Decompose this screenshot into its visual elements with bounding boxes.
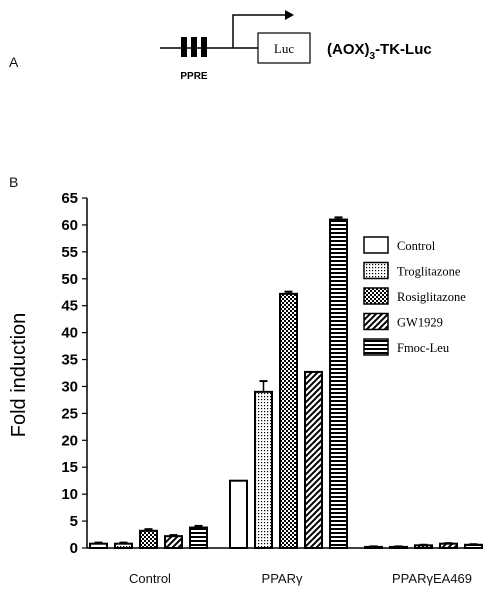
chart-axes: 0 5 10 15 20 25 30 35 40 45 50 55 60 65 [61,190,480,557]
category-labels: Control PPARγ PPARγEA469 [129,571,472,586]
y-tick-label: 20 [61,432,78,449]
ppre-box-1 [181,37,187,57]
legend-label: GW1929 [397,316,443,330]
y-tick-label: 35 [61,352,78,369]
y-tick-label: 60 [61,217,78,234]
x-category-label: PPARγEA469 [392,571,472,586]
bar-control-0 [89,542,108,550]
legend-swatch [363,287,389,305]
x-category-label: PPARγ [262,571,303,586]
ppre-label: PPRE [180,71,208,82]
luc-box [257,32,311,64]
y-tick-label: 40 [61,325,78,342]
bar-gw1929-2 [439,542,458,550]
legend: Control Troglitazone Rosiglitazone GW1929 Fm… [363,236,466,356]
bar-gw1929-0 [164,535,183,550]
legend-swatch [363,236,389,254]
legend-swatch [363,338,389,356]
y-tick-label: 0 [70,540,78,557]
panel-a-letter: A [9,54,19,70]
construct-prefix: (AOX) [327,41,370,58]
legend-label: Fmoc-Leu [397,341,450,355]
bar-fmoc-leu-2 [464,543,483,549]
promoter-arrow-head [285,10,294,20]
legend-label: Control [397,239,436,253]
bar-fmoc-leu-0 [189,526,208,549]
y-tick-label: 25 [61,405,78,422]
y-tick-label: 50 [61,271,78,288]
y-tick-label: 15 [61,459,78,476]
bar-troglitazone-0 [114,542,133,550]
construct-subscript: 3 [370,51,376,62]
bar-troglitazone-1 [254,390,273,549]
legend-label: Troglitazone [397,265,461,279]
bar-rosiglitazone-1 [279,292,298,549]
legend-swatch [363,261,389,280]
construct-diagram: Luc PPRE [160,10,311,82]
y-axis-label: Fold induction [8,313,30,438]
panel-b-letter: B [9,174,18,190]
promoter-arrow [232,14,285,48]
y-tick-label: 5 [70,513,78,530]
luc-label: Luc [274,41,294,56]
bar-rosiglitazone-0 [139,529,158,549]
chart-bars [89,216,483,550]
x-category-label: Control [129,571,171,586]
y-tick-label: 55 [61,244,78,261]
ppre-box-3 [201,37,207,57]
y-tick-label: 10 [61,486,78,503]
bar-gw1929-1 [304,370,323,549]
legend-swatch [363,312,389,331]
y-tick-label: 30 [61,378,78,395]
bar-control-1 [229,479,248,550]
ppre-box-2 [191,37,197,57]
legend-label: Rosiglitazone [397,290,466,304]
bar-fmoc-leu-1 [329,218,348,550]
construct-name: (AOX)3-TK-Luc [327,41,432,62]
y-tick-label: 45 [61,298,78,315]
construct-suffix: -TK-Luc [375,41,432,58]
y-tick-label: 65 [61,190,78,207]
